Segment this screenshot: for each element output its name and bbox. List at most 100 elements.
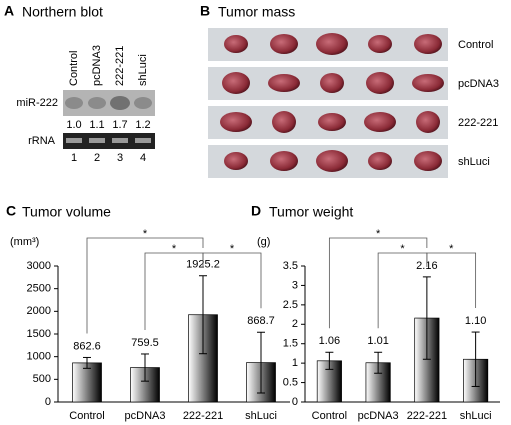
value-label: 862.6 — [73, 340, 101, 352]
tumor — [318, 113, 346, 131]
tumor — [222, 72, 250, 94]
lane-number: 2 — [94, 152, 100, 164]
panel-title: Tumor mass — [218, 4, 295, 20]
tumor — [270, 151, 298, 171]
lane-number: 4 — [140, 152, 146, 164]
value-label: 868.7 — [247, 315, 275, 327]
panel-label: C — [6, 203, 16, 219]
bracket — [86, 237, 204, 334]
y-tick-label: 1500 — [27, 328, 51, 340]
significance: * — [143, 228, 148, 240]
panel-label: A — [4, 3, 14, 19]
x-tick-label: pcDNA3 — [358, 410, 399, 422]
rrna-bands — [66, 138, 151, 143]
tumor — [416, 111, 440, 133]
x-tick-label: 222-221 — [183, 410, 223, 422]
panel-label: B — [200, 3, 210, 19]
tumor — [270, 34, 298, 54]
error-bar — [471, 331, 480, 387]
lane-label: 222-221 — [114, 46, 126, 86]
error-bar — [141, 353, 149, 382]
tumor — [320, 73, 344, 93]
row-label: pcDNA3 — [458, 78, 499, 90]
tumor — [366, 72, 394, 94]
error-bar — [257, 331, 265, 394]
bar — [72, 362, 102, 403]
ratio: 1.2 — [135, 119, 150, 131]
value-label: 1.10 — [465, 315, 486, 327]
significance: * — [449, 243, 454, 255]
y-tick-label: 2.5 — [283, 299, 298, 311]
x-tick-label: pcDNA3 — [125, 410, 166, 422]
value-label: 759.5 — [131, 337, 159, 349]
x-tick-label: shLuci — [245, 410, 277, 422]
y-tick-label: 0 — [45, 396, 51, 408]
y-tick-label: 2 — [292, 318, 298, 330]
row-label: shLuci — [458, 156, 490, 168]
x-tick-label: Control — [69, 410, 104, 422]
panel-label: D — [251, 203, 261, 219]
y-tick-label: 3 — [292, 279, 298, 291]
y-tick-label: 2500 — [27, 283, 51, 295]
y-unit: (mm³) — [10, 236, 39, 248]
y-tick-label: 0.5 — [283, 376, 298, 388]
tumor — [272, 111, 296, 133]
tumor — [364, 112, 396, 132]
error-bar — [83, 356, 91, 369]
value-label: 1.06 — [319, 335, 340, 347]
error-bar — [374, 351, 383, 374]
ratio: 1.7 — [112, 119, 127, 131]
y-tick-label: 3000 — [27, 260, 51, 272]
bracket — [202, 252, 262, 309]
chart-title: Tumor weight — [269, 204, 353, 220]
tumor — [316, 150, 348, 172]
row-label: Control — [458, 39, 493, 51]
y-tick-label: 1.5 — [283, 338, 298, 350]
chart-title: Tumor volume — [22, 204, 111, 220]
tumor — [224, 35, 248, 53]
rrna-blot — [63, 133, 155, 149]
y-tick-label: 1000 — [27, 351, 51, 363]
ratio: 1.0 — [66, 119, 81, 131]
row-label: miR-222 — [16, 97, 58, 109]
significance: * — [172, 243, 177, 255]
panel-title: Northern blot — [22, 4, 103, 20]
tumor — [368, 35, 392, 53]
y-tick-label: 1 — [292, 357, 298, 369]
y-tick-label: 0 — [292, 396, 298, 408]
error-bar — [422, 276, 431, 360]
significance: * — [376, 228, 381, 240]
lane-label: shLuci — [137, 54, 149, 86]
bracket — [426, 252, 477, 309]
significance: * — [400, 243, 405, 255]
ratio: 1.1 — [89, 119, 104, 131]
y-tick-label: 3.5 — [283, 260, 298, 272]
y-tick-label: 500 — [33, 373, 51, 385]
row-label: 222-221 — [458, 117, 498, 129]
lane-number: 3 — [117, 152, 123, 164]
tumor — [316, 33, 348, 55]
tumor — [414, 151, 442, 171]
significance: * — [230, 243, 235, 255]
tumor — [414, 34, 442, 54]
x-tick-label: 222-221 — [407, 410, 447, 422]
tumor — [220, 112, 252, 132]
y-unit: (g) — [257, 236, 270, 248]
value-label: 1.01 — [367, 335, 388, 347]
error-bar — [199, 275, 207, 355]
lane-number: 1 — [71, 152, 77, 164]
y-tick-label: 2000 — [27, 305, 51, 317]
row-label: rRNA — [28, 135, 56, 147]
tumor — [412, 74, 444, 92]
tumor — [268, 74, 300, 92]
lane-label: Control — [68, 51, 80, 86]
x-tick-label: shLuci — [460, 410, 492, 422]
x-tick-label: Control — [312, 410, 347, 422]
lane-label: pcDNA3 — [91, 45, 103, 86]
tumor — [368, 152, 392, 170]
bracket — [328, 237, 428, 329]
blot-bands — [65, 96, 152, 110]
error-bar — [325, 351, 334, 370]
tumor — [224, 152, 248, 170]
